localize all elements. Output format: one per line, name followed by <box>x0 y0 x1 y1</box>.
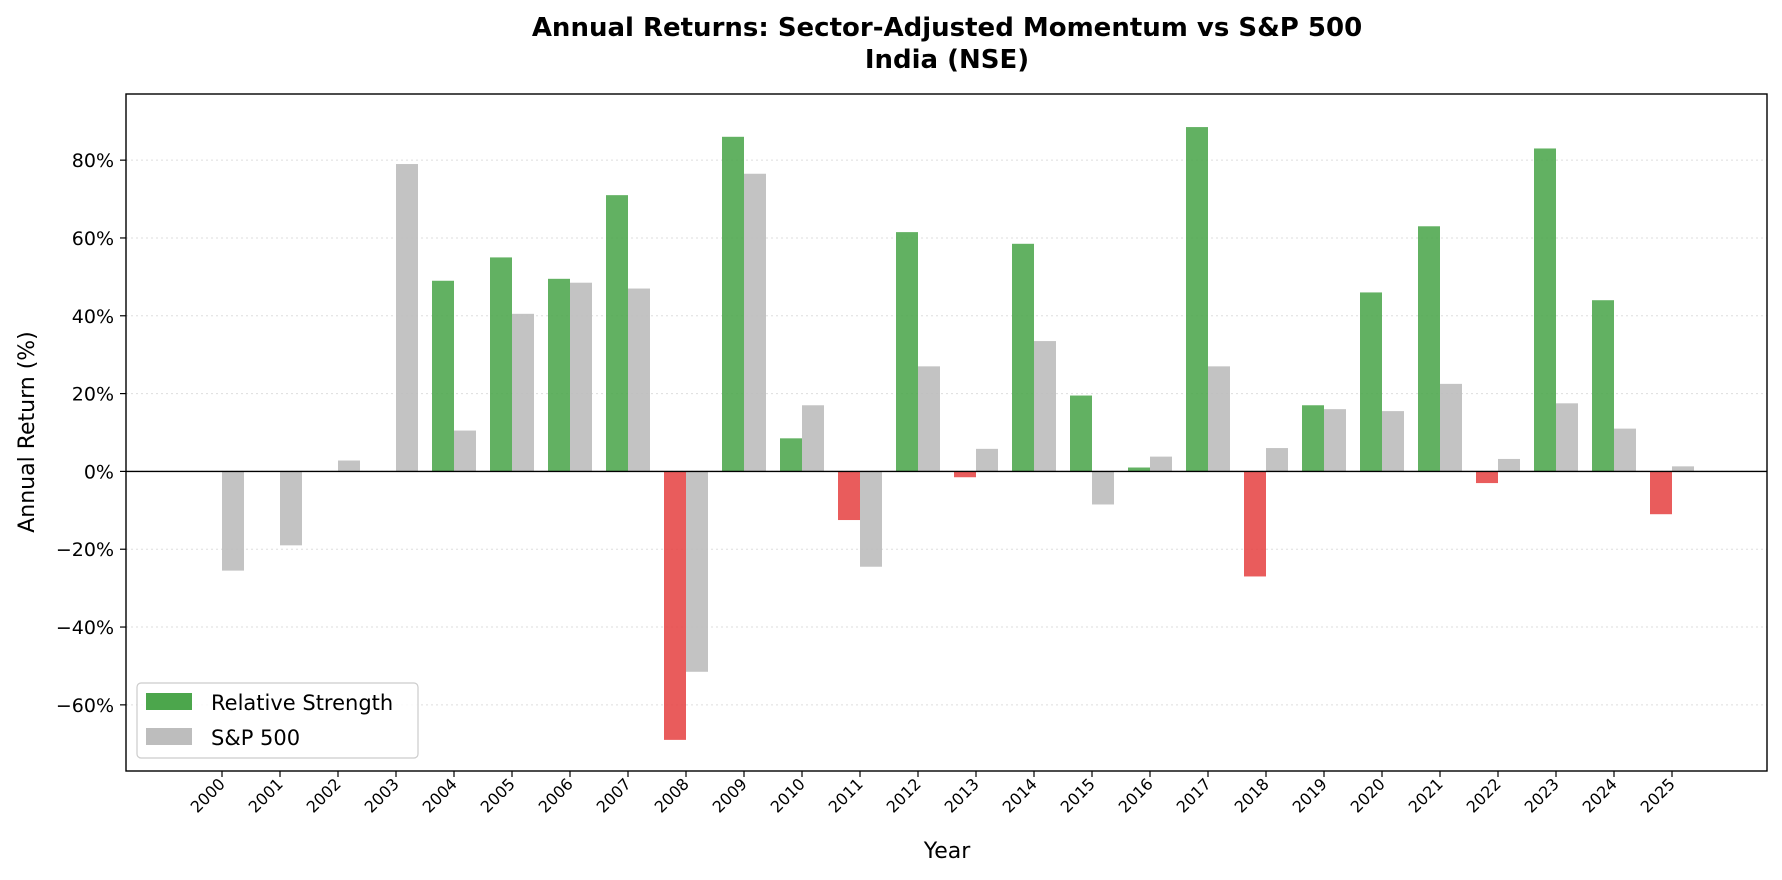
x-tick-label: 2025 <box>1637 774 1679 816</box>
bar-sp500 <box>918 366 940 472</box>
bar-relative-strength <box>1244 471 1266 577</box>
bar-sp500 <box>744 173 766 472</box>
y-tick-label: 0% <box>84 461 114 483</box>
x-tick-label: 2013 <box>941 774 983 816</box>
bar-sp500 <box>1150 456 1172 472</box>
bar-relative-strength <box>1418 226 1440 472</box>
legend-frame <box>136 682 419 759</box>
x-tick-label: 2011 <box>825 774 867 816</box>
bar-relative-strength <box>722 136 744 472</box>
bar-sp500 <box>454 430 476 472</box>
bar-relative-strength <box>1186 127 1208 472</box>
bar-sp500 <box>570 282 592 472</box>
x-tick-label: 2016 <box>1115 774 1157 816</box>
x-tick-label: 2018 <box>1231 774 1273 816</box>
bar-sp500 <box>1498 458 1520 472</box>
bars <box>222 127 1694 740</box>
x-tick-label: 2019 <box>1289 774 1331 816</box>
bar-sp500 <box>976 448 998 472</box>
bar-sp500 <box>1208 366 1230 472</box>
bar-sp500 <box>628 288 650 472</box>
bar-relative-strength <box>780 438 802 472</box>
bar-sp500 <box>686 471 708 672</box>
bar-sp500 <box>1092 471 1114 505</box>
x-tick-label: 2020 <box>1347 774 1389 816</box>
x-tick-label: 2008 <box>651 774 693 816</box>
y-tick-label: 60% <box>72 228 114 250</box>
y-tick-label: −60% <box>56 695 114 717</box>
legend-swatch-sp500 <box>146 728 192 745</box>
x-tick-label: 2022 <box>1463 774 1505 816</box>
x-tick-label: 2006 <box>535 774 577 816</box>
x-tick-label: 2021 <box>1405 774 1447 816</box>
x-tick-label: 2012 <box>883 774 925 816</box>
legend-label-relative-strength: Relative Strength <box>211 691 393 715</box>
legend: Relative Strength S&P 500 <box>136 682 419 759</box>
x-tick-label: 2009 <box>709 774 751 816</box>
x-axis-label: Year <box>923 839 972 864</box>
legend-label-sp500: S&P 500 <box>211 726 300 750</box>
x-tick-label: 2002 <box>303 774 345 816</box>
bar-relative-strength <box>606 195 628 472</box>
bar-sp500 <box>280 471 302 546</box>
bar-relative-strength <box>1302 405 1324 472</box>
plot-area <box>125 93 1768 772</box>
bar-relative-strength <box>1534 148 1556 472</box>
x-tick-label: 2010 <box>767 774 809 816</box>
bar-sp500 <box>222 471 244 571</box>
grid-lines <box>126 159 1767 706</box>
x-tick-label: 2007 <box>593 774 635 816</box>
bar-relative-strength <box>1650 471 1672 515</box>
chart-subtitle: India (NSE) <box>865 45 1029 75</box>
x-tick-label: 2014 <box>999 774 1041 816</box>
x-axis: 2000 2001 2002 2003 2004 2005 2006 2007 2008 2009… <box>187 771 1679 817</box>
bar-sp500 <box>338 460 360 472</box>
bar-sp500 <box>1382 411 1404 472</box>
bar-relative-strength <box>896 232 918 472</box>
bar-relative-strength <box>1592 300 1614 472</box>
bar-relative-strength <box>664 471 686 740</box>
bar-relative-strength <box>838 471 860 521</box>
x-tick-label: 2024 <box>1579 774 1621 816</box>
y-tick-label: 80% <box>72 150 114 172</box>
x-tick-label: 2017 <box>1173 774 1215 816</box>
x-tick-label: 2023 <box>1521 774 1563 816</box>
bar-relative-strength <box>1128 467 1150 472</box>
bar-relative-strength <box>954 471 976 478</box>
bar-relative-strength <box>1476 471 1498 484</box>
y-axis: −60% −40% −20% 0% 20% 40% 60% 80% <box>56 150 126 717</box>
y-tick-label: 20% <box>72 384 114 406</box>
bar-sp500 <box>1440 383 1462 472</box>
bar-sp500 <box>396 164 418 472</box>
bar-relative-strength <box>548 278 570 472</box>
bar-sp500 <box>1614 428 1636 472</box>
bar-sp500 <box>1672 466 1694 472</box>
legend-swatch-relative-strength <box>146 693 192 710</box>
y-tick-label: −40% <box>56 617 114 639</box>
y-tick-label: 40% <box>72 306 114 328</box>
bar-relative-strength <box>432 280 454 472</box>
chart-title: Annual Returns: Sector-Adjusted Momentum… <box>532 13 1362 43</box>
x-tick-label: 2004 <box>419 774 461 816</box>
bar-sp500 <box>860 471 882 567</box>
bar-sp500 <box>512 313 534 472</box>
y-tick-label: −20% <box>56 539 114 561</box>
bar-relative-strength <box>490 257 512 472</box>
bar-sp500 <box>1324 409 1346 472</box>
x-tick-label: 2015 <box>1057 774 1099 816</box>
x-tick-label: 2000 <box>187 774 229 816</box>
x-tick-label: 2005 <box>477 774 519 816</box>
x-tick-label: 2003 <box>361 774 403 816</box>
bar-relative-strength <box>1012 243 1034 472</box>
bar-relative-strength <box>1070 395 1092 472</box>
bar-sp500 <box>1556 403 1578 472</box>
bar-sp500 <box>802 405 824 472</box>
bar-sp500 <box>1266 448 1288 472</box>
x-tick-label: 2001 <box>245 774 287 816</box>
y-axis-label: Annual Return (%) <box>15 331 40 533</box>
bar-sp500 <box>1034 341 1056 472</box>
bar-relative-strength <box>1360 292 1382 472</box>
